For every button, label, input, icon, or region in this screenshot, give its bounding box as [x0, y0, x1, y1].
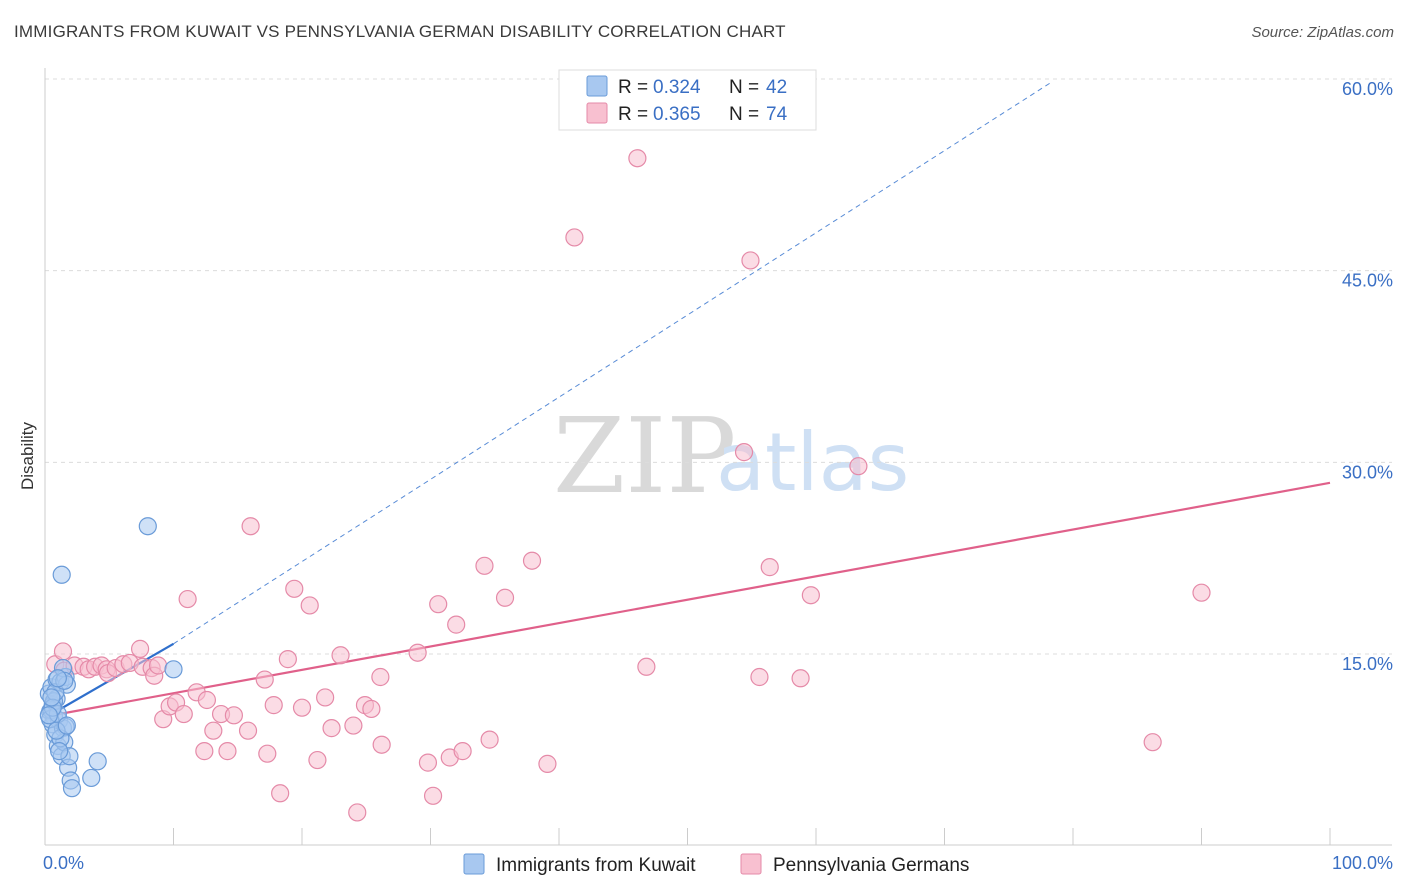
bottom-legend-label-kuwait: Immigrants from Kuwait [496, 855, 696, 876]
bottom-legend-label-pa-german: Pennsylvania Germans [773, 855, 969, 876]
data-point-kuwait [39, 706, 58, 725]
bottom-legend-swatch-kuwait [463, 853, 485, 875]
x-tick-labels: 0.0% 100.0% [43, 853, 1393, 873]
y-tick-label: 30.0% [1342, 462, 1393, 482]
legend: R = 0.324 N = 42 R = 0.365 N = 74 [558, 69, 817, 131]
data-point-pa-german [475, 556, 494, 575]
data-point-pa-german [285, 579, 304, 598]
data-point-pa-german [791, 669, 810, 688]
data-point-pa-german [300, 596, 319, 615]
data-point-pa-german [292, 698, 312, 717]
data-point-pa-german [316, 688, 335, 707]
data-point-kuwait [57, 716, 76, 735]
data-point-pa-german [238, 721, 258, 740]
data-point-pa-german [308, 750, 327, 770]
bottom-legend-swatch-pa-german [740, 853, 762, 875]
trend-line-1 [44, 481, 1331, 718]
data-point-pa-german [271, 784, 290, 803]
data-point-pa-german [429, 595, 448, 614]
data-point-pa-german [741, 251, 760, 270]
data-point-pa-german [408, 643, 427, 662]
data-point-pa-german [750, 667, 769, 687]
chart-title: IMMIGRANTS FROM KUWAIT VS PENNSYLVANIA G… [14, 22, 786, 41]
data-point-pa-german [53, 642, 73, 661]
data-point-pa-german [264, 696, 283, 715]
data-point-pa-german [322, 719, 341, 738]
data-point-pa-german [1192, 583, 1211, 602]
legend-swatch-pa-german [586, 102, 608, 124]
bottom-legend: Immigrants from Kuwait Pennsylvania Germ… [463, 853, 969, 876]
data-point-pa-german [224, 706, 243, 725]
data-point-pa-german [637, 657, 656, 676]
gridlines [45, 78, 1392, 655]
x-tick-label: 0.0% [43, 853, 84, 873]
data-point-pa-german [480, 730, 499, 749]
data-point-pa-german [849, 457, 868, 476]
data-point-pa-german [565, 228, 584, 247]
data-point-pa-german [372, 735, 391, 754]
data-point-pa-german [362, 699, 381, 719]
data-point-kuwait [42, 688, 61, 707]
data-point-pa-german [130, 639, 150, 658]
data-point-pa-german [447, 615, 466, 634]
data-point-pa-german [734, 443, 754, 462]
data-point-kuwait [62, 779, 82, 798]
legend-n-value-pa-german: 74 [766, 104, 788, 125]
y-tick-label: 15.0% [1342, 654, 1393, 674]
data-point-pa-german [801, 586, 820, 605]
data-point-kuwait [88, 752, 107, 771]
data-point-pa-german [204, 721, 223, 740]
data-point-pa-german [331, 646, 350, 665]
y-tick-label: 60.0% [1342, 79, 1393, 99]
trend-line-extension-0 [173, 81, 1053, 645]
data-point-pa-german [195, 742, 214, 761]
data-point-pa-german [174, 704, 193, 724]
data-point-pa-german [258, 744, 277, 763]
data-point-pa-german [453, 742, 472, 761]
legend-r-value-pa-german: 0.365 [653, 104, 701, 125]
data-point-pa-german [278, 650, 297, 669]
y-tick-labels: 15.0% 30.0% 45.0% 60.0% [1342, 79, 1393, 674]
legend-n-value-kuwait: 42 [766, 77, 787, 98]
legend-n-label-kuwait: N = [729, 77, 759, 98]
data-point-pa-german [148, 656, 168, 675]
data-point-pa-german [423, 786, 443, 805]
data-point-kuwait [82, 768, 101, 788]
data-point-kuwait [48, 669, 67, 688]
data-points [39, 149, 1211, 822]
legend-r-label-pa-german: R = [618, 104, 648, 125]
data-point-kuwait [138, 517, 157, 536]
data-point-kuwait [52, 565, 71, 584]
data-point-pa-german [495, 588, 515, 607]
x-tick-label: 100.0% [1332, 853, 1393, 873]
data-point-pa-german [197, 690, 217, 710]
data-point-pa-german [218, 742, 237, 761]
data-point-pa-german [178, 589, 197, 609]
data-point-pa-german [628, 149, 647, 168]
data-point-pa-german [760, 558, 779, 577]
data-point-pa-german [522, 551, 542, 570]
source-credit: Source: ZipAtlas.com [1251, 24, 1394, 41]
data-point-pa-german [348, 803, 367, 822]
data-point-pa-german [371, 667, 390, 687]
legend-r-label-kuwait: R = [618, 77, 648, 98]
watermark-zip: ZIP [553, 395, 736, 517]
data-point-pa-german [241, 517, 260, 536]
y-axis-title: Disability [18, 421, 37, 490]
y-tick-label: 45.0% [1342, 271, 1393, 291]
data-point-kuwait [50, 742, 69, 761]
data-point-pa-german [255, 670, 274, 689]
data-point-pa-german [418, 753, 438, 772]
data-point-pa-german [1143, 733, 1162, 752]
data-point-pa-german [538, 754, 557, 773]
data-point-kuwait [164, 660, 183, 679]
legend-r-value-kuwait: 0.324 [653, 77, 701, 98]
legend-n-label-pa-german: N = [729, 104, 759, 125]
legend-swatch-kuwait [586, 75, 608, 97]
data-point-pa-german [344, 716, 363, 735]
